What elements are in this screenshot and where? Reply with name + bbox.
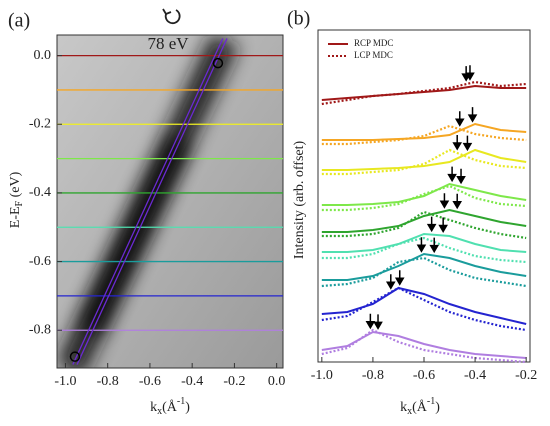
y-tick-label: -0.4	[29, 185, 51, 200]
y-axis-label: E-EF (eV)	[8, 171, 25, 228]
peak-arrow	[462, 135, 473, 152]
y-tick-label: 0.0	[34, 48, 52, 63]
rcp-curve	[321, 122, 527, 141]
frame-a	[56, 34, 284, 369]
lcp-curve	[321, 286, 527, 332]
x-tick-label: -1.0	[311, 368, 333, 383]
x-label-sub: x	[157, 406, 162, 417]
peak-arrow	[467, 107, 478, 123]
y-tick-label: -0.2	[29, 116, 51, 131]
x-tick-label: -0.8	[97, 374, 119, 389]
x-tick-label: -0.4	[181, 374, 203, 389]
panel-label: (a)	[8, 10, 30, 32]
y-axis-label: Intensity (arb. offset)	[292, 141, 307, 260]
lcp-curve	[321, 80, 527, 106]
x-label-unit: (Å	[162, 399, 178, 415]
rotation-icon	[162, 8, 181, 25]
x-tick-label: -0.8	[362, 368, 384, 383]
panel-label: (b)	[287, 8, 310, 30]
x-label-unit: (Å	[412, 399, 428, 415]
peak-arrow	[429, 237, 440, 254]
y-tick-label: -0.6	[29, 254, 51, 269]
rcp-curve	[321, 208, 527, 233]
peak-arrow	[365, 313, 376, 330]
legend-label: LCP MDC	[354, 50, 393, 60]
x-tick-label: -1.0	[54, 374, 76, 389]
rcp-curve	[321, 252, 527, 281]
x-tick-label: 0.0	[268, 374, 286, 389]
x-tick-label: -0.6	[413, 368, 435, 383]
peak-arrow	[439, 193, 450, 209]
x-tick-label: -0.2	[223, 374, 245, 389]
x-label-close: )	[435, 400, 440, 415]
peak-arrow	[438, 217, 448, 233]
x-label-sup: -1	[177, 396, 185, 407]
x-axis-label: kx(Å-1)	[400, 396, 440, 417]
peak-arrow	[394, 270, 405, 286]
fit-line	[72, 38, 224, 365]
peak-arrow	[452, 135, 463, 151]
peak-arrow	[373, 314, 383, 330]
x-tick-label: -0.6	[139, 374, 161, 389]
x-tick-label: -0.2	[515, 368, 537, 383]
peak-arrow	[454, 111, 465, 127]
legend-label: RCP MDC	[354, 38, 393, 48]
x-tick-label: -0.4	[464, 368, 486, 383]
y-tick-label: -0.8	[29, 322, 51, 337]
peak-arrow	[426, 216, 437, 233]
y-label: E-E	[8, 206, 23, 228]
rcp-curve	[321, 84, 527, 101]
fit-line	[76, 38, 228, 365]
peak-arrow	[416, 237, 427, 253]
lcp-curve	[321, 236, 527, 264]
x-axis-label: kx(Å-1)	[150, 396, 190, 417]
lcp-curve	[321, 184, 527, 212]
fit-point	[69, 351, 81, 362]
x-label: k	[150, 400, 157, 415]
x-label-close: )	[185, 400, 190, 415]
lcp-curve	[321, 256, 527, 288]
rcp-curve	[321, 182, 527, 206]
rcp-curve	[321, 286, 527, 325]
y-label-sub: F	[14, 200, 25, 206]
fit-point	[212, 57, 224, 69]
peak-arrow	[452, 193, 463, 210]
peak-arrow	[465, 65, 475, 81]
peak-arrow	[456, 168, 466, 185]
rcp-curve	[321, 232, 527, 253]
x-label-sup: -1	[427, 396, 435, 407]
rcp-curve	[321, 330, 527, 359]
peak-arrow	[385, 274, 396, 290]
lcp-curve	[321, 148, 527, 176]
rcp-curve	[321, 148, 527, 171]
peak-arrow	[447, 166, 457, 183]
x-label: k	[400, 400, 407, 415]
x-label-sub: x	[407, 406, 412, 417]
annotation: 78 eV	[147, 34, 189, 53]
y-label-unit: (eV)	[8, 171, 23, 200]
